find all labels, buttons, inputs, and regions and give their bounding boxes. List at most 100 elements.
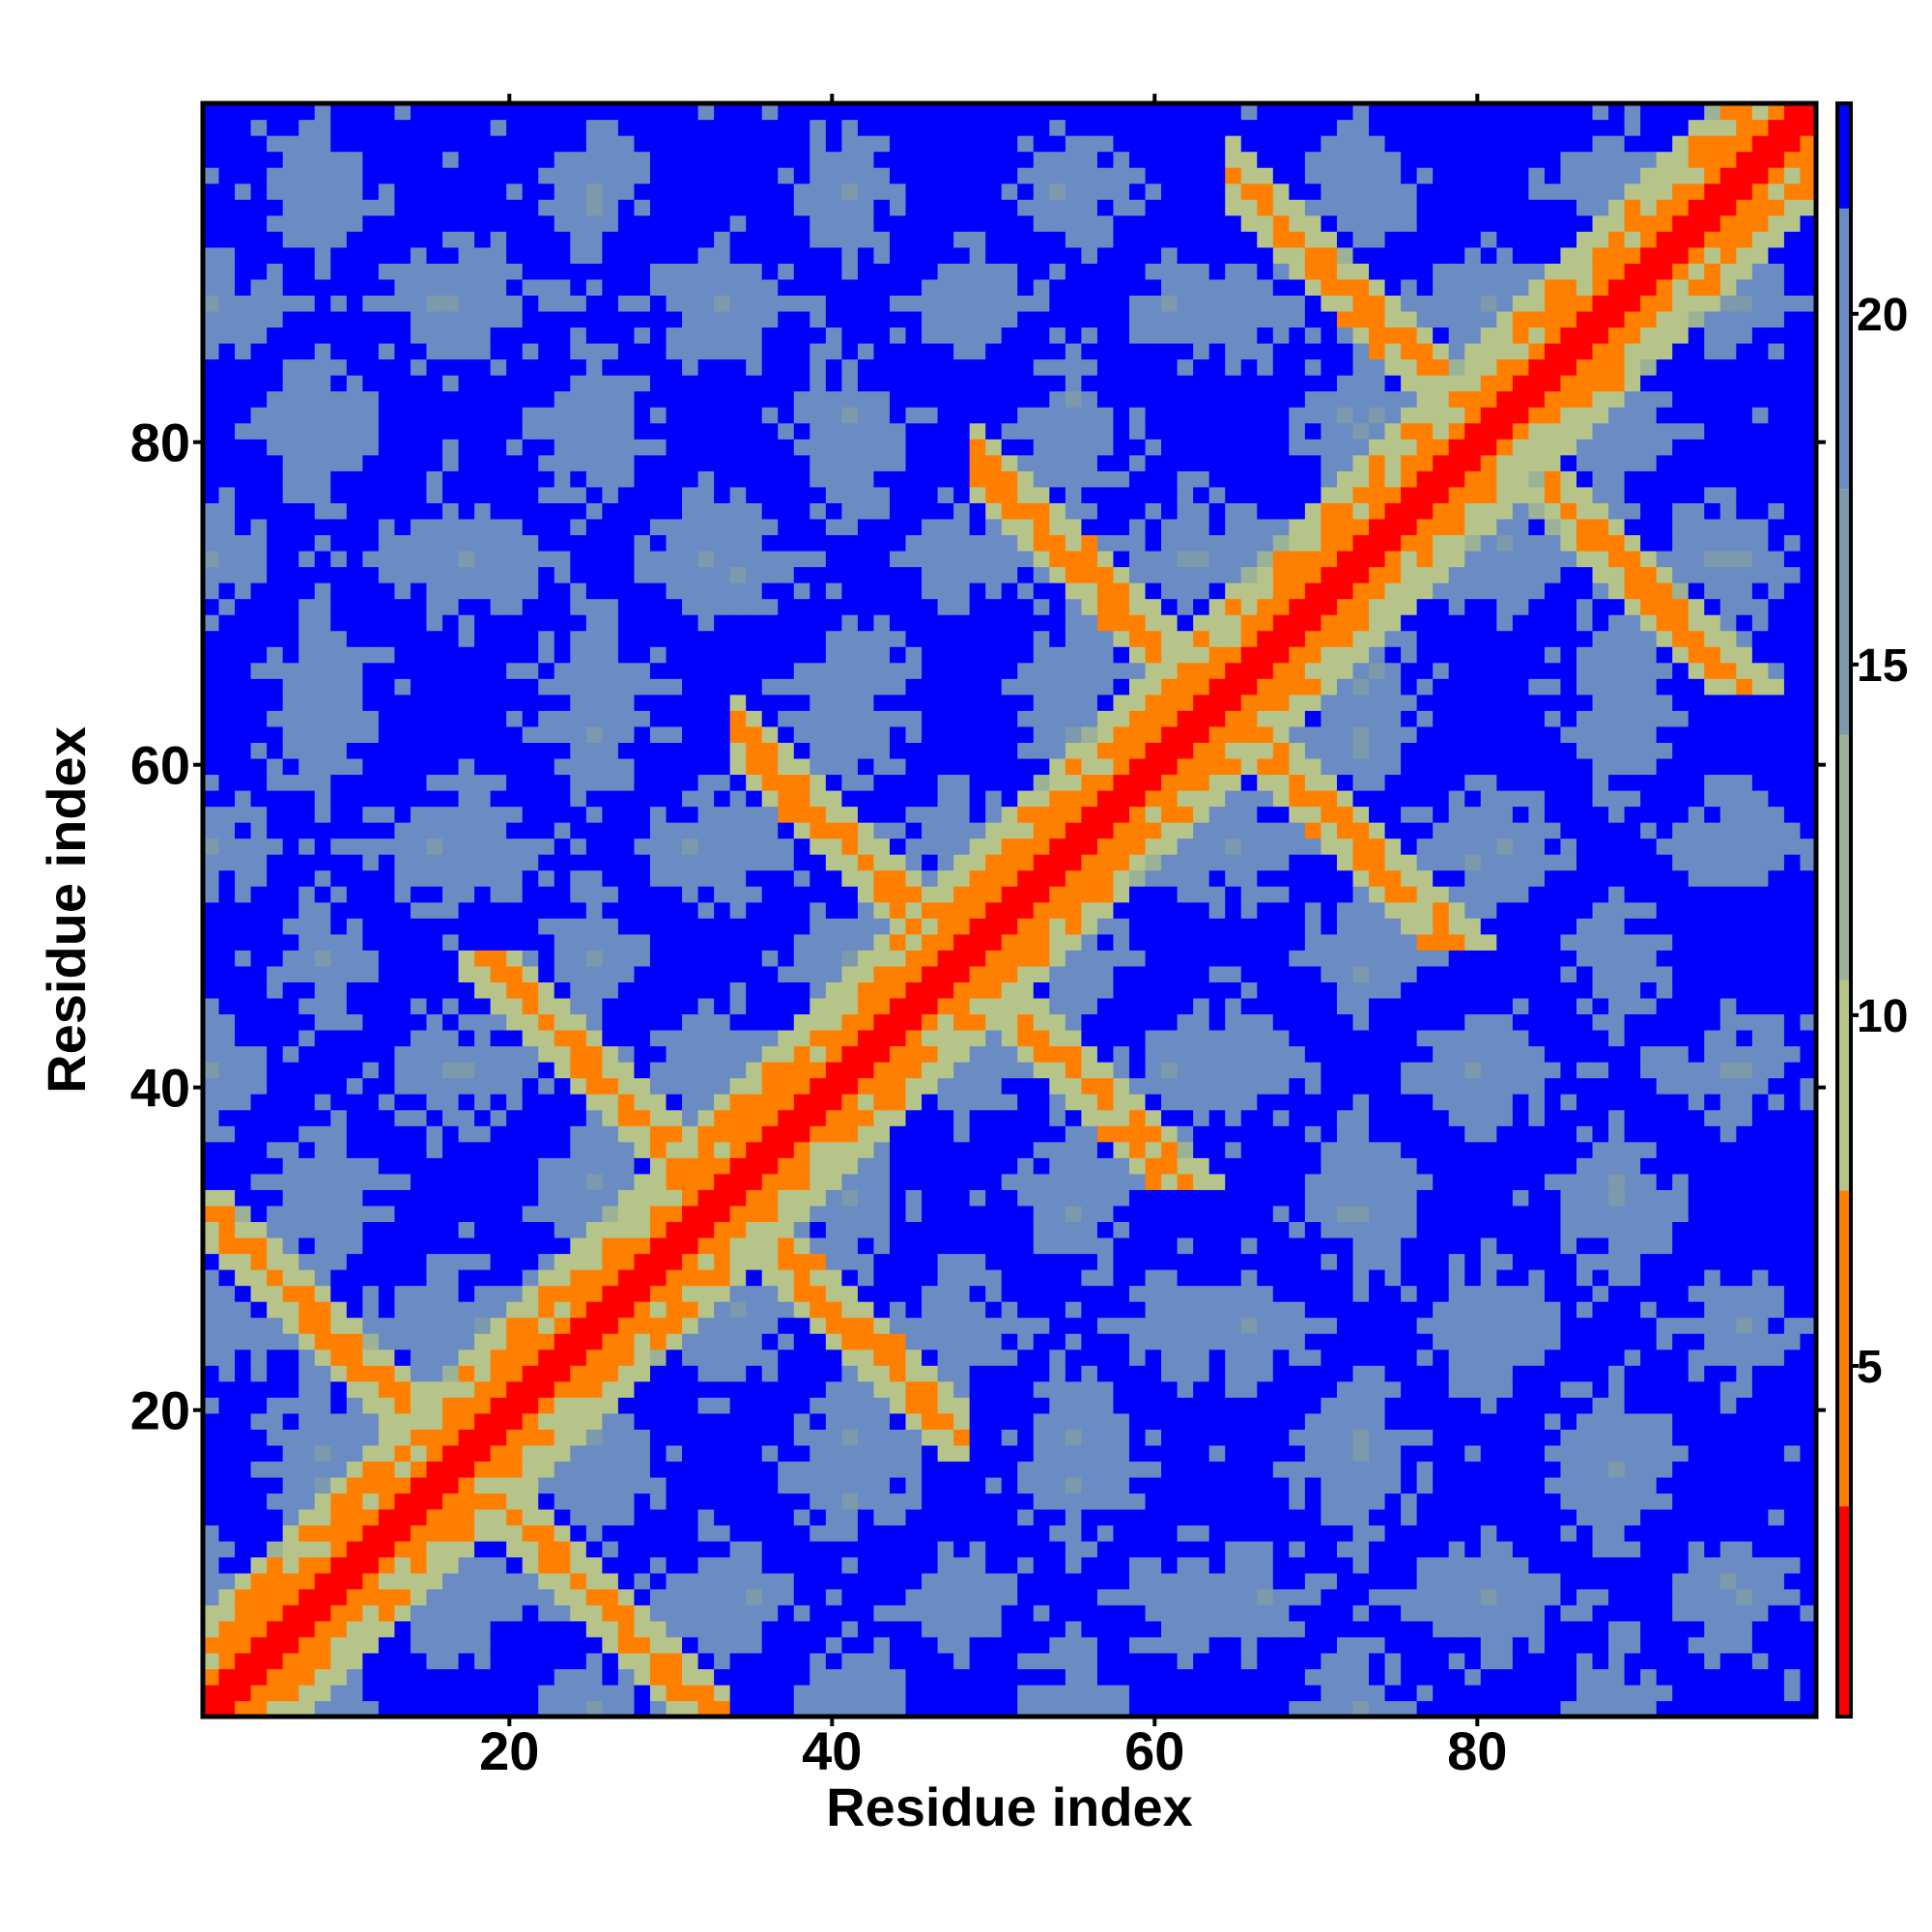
heatmap-cell <box>506 1189 524 1207</box>
heatmap-cell <box>969 901 986 919</box>
heatmap-cell <box>697 1030 715 1047</box>
heatmap-cell <box>666 1541 683 1558</box>
heatmap-cell <box>203 1205 220 1223</box>
heatmap-cell <box>506 486 524 503</box>
heatmap-cell <box>378 231 396 248</box>
heatmap-cell <box>203 518 220 536</box>
heatmap-cell <box>235 869 252 887</box>
heatmap-cell <box>330 678 348 696</box>
heatmap-cell <box>649 1429 668 1446</box>
heatmap-cell <box>634 1062 651 1079</box>
heatmap-cell <box>570 789 587 808</box>
heatmap-cell <box>506 918 524 935</box>
heatmap-cell <box>410 1620 428 1637</box>
heatmap-cell <box>250 167 268 185</box>
heatmap-cell <box>506 310 524 328</box>
heatmap-cell <box>235 550 252 568</box>
heatmap-cell <box>235 774 252 791</box>
heatmap-cell <box>905 343 923 360</box>
heatmap-cell <box>554 1556 571 1574</box>
heatmap-cell <box>682 358 699 376</box>
heatmap-cell <box>969 407 986 424</box>
heatmap-cell <box>953 1285 971 1302</box>
heatmap-cell <box>889 135 907 153</box>
heatmap-cell <box>761 1524 779 1542</box>
heatmap-cell <box>490 997 507 1015</box>
heatmap-cell <box>810 1365 827 1382</box>
heatmap-cell <box>953 774 971 791</box>
heatmap-cell <box>554 886 571 903</box>
heatmap-cell <box>953 662 971 679</box>
heatmap-cell <box>442 1205 460 1223</box>
heatmap-cell <box>969 694 986 711</box>
heatmap-cell <box>905 662 923 679</box>
heatmap-cell <box>554 1365 571 1382</box>
heatmap-cell <box>346 151 363 168</box>
heatmap-cell <box>410 1253 428 1270</box>
heatmap-cell <box>617 566 636 583</box>
heatmap-cell <box>905 1301 923 1319</box>
heatmap-cell <box>410 1684 428 1702</box>
heatmap-cell <box>394 1588 412 1605</box>
heatmap-cell <box>506 1524 524 1542</box>
heatmap-cell <box>666 375 683 392</box>
heatmap-cell <box>218 1125 236 1143</box>
heatmap-cell <box>362 1317 380 1334</box>
heatmap-cell <box>810 1541 827 1558</box>
heatmap-cell <box>953 1253 971 1270</box>
heatmap-cell <box>538 725 555 743</box>
heatmap-cell <box>714 598 731 615</box>
heatmap-cell <box>649 933 668 951</box>
heatmap-cell <box>617 918 636 935</box>
heatmap-cell <box>474 1573 492 1590</box>
heatmap-cell <box>378 1556 396 1574</box>
heatmap-cell <box>506 422 524 440</box>
heatmap-cell <box>585 1045 603 1063</box>
heatmap-cell <box>267 598 284 615</box>
heatmap-cell <box>969 534 986 552</box>
heatmap-cell <box>394 1062 412 1079</box>
heatmap-cell <box>235 981 252 999</box>
heatmap-cell <box>761 1094 779 1111</box>
heatmap-cell <box>682 214 699 232</box>
heatmap-cell <box>554 1684 571 1702</box>
heatmap-cell <box>873 822 891 839</box>
heatmap-cell <box>793 598 810 615</box>
heatmap-cell <box>617 1333 636 1350</box>
heatmap-cell <box>617 965 636 982</box>
heatmap-cell <box>426 1412 443 1430</box>
heatmap-cell <box>649 1556 668 1574</box>
heatmap-cell <box>235 854 252 871</box>
heatmap-cell <box>778 725 795 743</box>
heatmap-cell <box>362 1461 380 1478</box>
heatmap-cell <box>857 1333 875 1350</box>
heatmap-cell <box>602 1077 619 1094</box>
heatmap-cell <box>682 1636 699 1654</box>
heatmap-cell <box>729 1476 747 1494</box>
heatmap-cell <box>218 806 236 823</box>
heatmap-cell <box>346 901 363 919</box>
heatmap-cell <box>922 486 939 503</box>
heatmap-cell <box>761 981 779 999</box>
heatmap-cell <box>298 757 316 776</box>
heatmap-cell <box>969 1141 986 1158</box>
heatmap-cell <box>873 1317 891 1334</box>
heatmap-cell <box>857 646 875 664</box>
heatmap-cell <box>953 151 971 168</box>
heatmap-cell <box>314 1429 331 1446</box>
heatmap-cell <box>458 1541 475 1558</box>
heatmap-cell <box>969 1333 986 1350</box>
heatmap-cell <box>617 1668 636 1686</box>
heatmap-cell <box>873 566 891 583</box>
heatmap-cell <box>969 486 986 503</box>
heatmap-cell <box>602 375 619 392</box>
heatmap-cell <box>634 869 651 887</box>
heatmap-cell <box>203 1700 220 1718</box>
heatmap-cell <box>394 343 412 360</box>
heatmap-cell <box>793 1461 810 1478</box>
heatmap-cell <box>522 103 539 121</box>
heatmap-cell <box>761 1349 779 1366</box>
heatmap-cell <box>634 854 651 871</box>
heatmap-cell <box>905 901 923 919</box>
heatmap-cell <box>378 1045 396 1063</box>
